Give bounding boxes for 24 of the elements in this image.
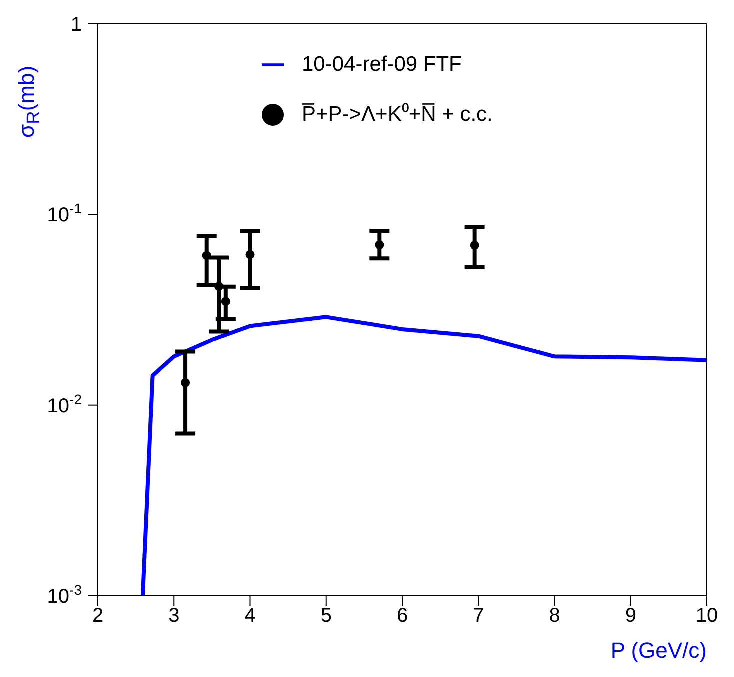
point — [470, 240, 480, 250]
point — [375, 240, 384, 250]
x-tick-label: 8 — [549, 605, 560, 628]
y-tick-label: 10$^{-3}$ — [47, 582, 82, 608]
x-tick-label: 6 — [396, 605, 408, 628]
x-axis-title: P (GeV/c) — [610, 638, 707, 663]
point — [246, 250, 255, 260]
y-tick-label: 10$^{-1}$ — [47, 200, 82, 227]
point — [221, 297, 230, 306]
x-tick-label: 10 — [696, 605, 718, 628]
point — [181, 378, 190, 388]
legend-label: 10-04-ref-09 FTF — [302, 53, 462, 76]
x-tick-label: 9 — [625, 605, 636, 628]
point — [214, 282, 224, 292]
x-tick-label: 4 — [244, 605, 256, 628]
x-tick-label: 7 — [473, 605, 484, 628]
point — [202, 251, 212, 260]
y-tick-label: 1 — [70, 14, 82, 36]
legend-label: P̅+P->Λ+K⁰+N̅ + c.c. — [302, 103, 493, 126]
x-tick-label: 2 — [92, 605, 104, 628]
line-series — [140, 315, 707, 596]
y-tick-label: 10$^{-2}$ — [47, 391, 82, 418]
x-tick-label: 3 — [168, 605, 180, 628]
x-tick-label: 5 — [320, 605, 332, 628]
